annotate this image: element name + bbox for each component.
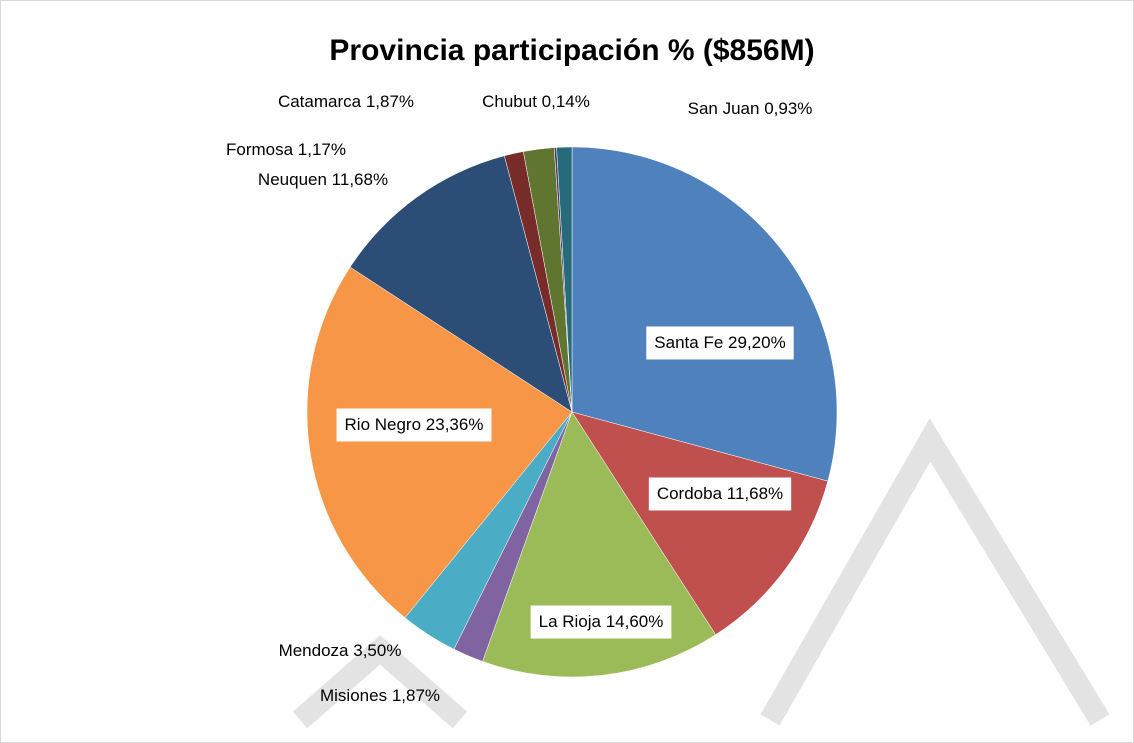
label-box — [530, 605, 672, 639]
data-label-text: Neuquen 11,68% — [258, 170, 388, 189]
data-label: Catamarca 1,87% — [278, 92, 414, 111]
category-name: San Juan — [688, 99, 760, 118]
data-label: Neuquen 11,68% — [258, 170, 388, 189]
label-box — [648, 477, 792, 511]
pie-slice — [571, 411, 829, 636]
category-name: La Rioja — [539, 612, 602, 631]
watermark — [292, 418, 1110, 729]
value-label: 1,87% — [366, 92, 414, 111]
category-name: Formosa — [226, 140, 294, 159]
watermark-stroke — [760, 418, 1110, 726]
data-label-text: Formosa 1,17% — [226, 140, 346, 159]
data-label: Misiones 1,87% — [320, 686, 440, 705]
pie-slice — [306, 266, 573, 619]
data-label-text: Catamarca 1,87% — [278, 92, 414, 111]
category-name: Santa Fe — [654, 333, 723, 352]
data-label-text: La Rioja 14,60% — [539, 612, 664, 631]
value-label: 3,50% — [353, 641, 401, 660]
value-label: 23,36% — [426, 415, 484, 434]
pie-slice — [349, 155, 573, 413]
value-label: 14,60% — [606, 612, 664, 631]
data-label: Santa Fe 29,20% — [646, 326, 794, 360]
value-label: 1,87% — [392, 686, 440, 705]
value-label: 29,20% — [728, 333, 786, 352]
data-label-text: Misiones 1,87% — [320, 686, 440, 705]
category-name: Cordoba — [657, 484, 723, 503]
data-label: Formosa 1,17% — [226, 140, 346, 159]
category-name: Rio Negro — [345, 415, 422, 434]
category-name: Catamarca — [278, 92, 362, 111]
value-label: 0,93% — [764, 99, 812, 118]
data-label-text: San Juan 0,93% — [688, 99, 813, 118]
category-name: Chubut — [482, 92, 537, 111]
data-label: Rio Negro 23,36% — [336, 408, 492, 442]
data-label: Chubut 0,14% — [482, 92, 590, 111]
data-label-text: Rio Negro 23,36% — [345, 415, 484, 434]
value-label: 1,17% — [298, 140, 346, 159]
data-label-text: Chubut 0,14% — [482, 92, 590, 111]
data-label: Cordoba 11,68% — [648, 477, 792, 511]
category-name: Neuquen — [258, 170, 327, 189]
value-label: 0,14% — [542, 92, 590, 111]
data-label-text: Santa Fe 29,20% — [654, 333, 785, 352]
pie-slice — [556, 146, 573, 413]
value-label: 11,68% — [332, 170, 388, 189]
pie-slice — [571, 146, 838, 482]
chart-title: Provincia participación % ($856M) — [329, 34, 814, 67]
data-label: San Juan 0,93% — [688, 99, 813, 118]
category-name: Mendoza — [279, 641, 349, 660]
value-label: 11,68% — [727, 484, 783, 503]
data-label-text: Mendoza 3,50% — [279, 641, 402, 660]
data-label: Mendoza 3,50% — [279, 641, 402, 660]
label-box — [646, 326, 794, 360]
data-label-text: Cordoba 11,68% — [657, 484, 783, 503]
category-name: Misiones — [320, 686, 387, 705]
label-box — [336, 408, 492, 442]
watermark-stroke — [292, 635, 468, 729]
data-label: La Rioja 14,60% — [530, 605, 672, 639]
